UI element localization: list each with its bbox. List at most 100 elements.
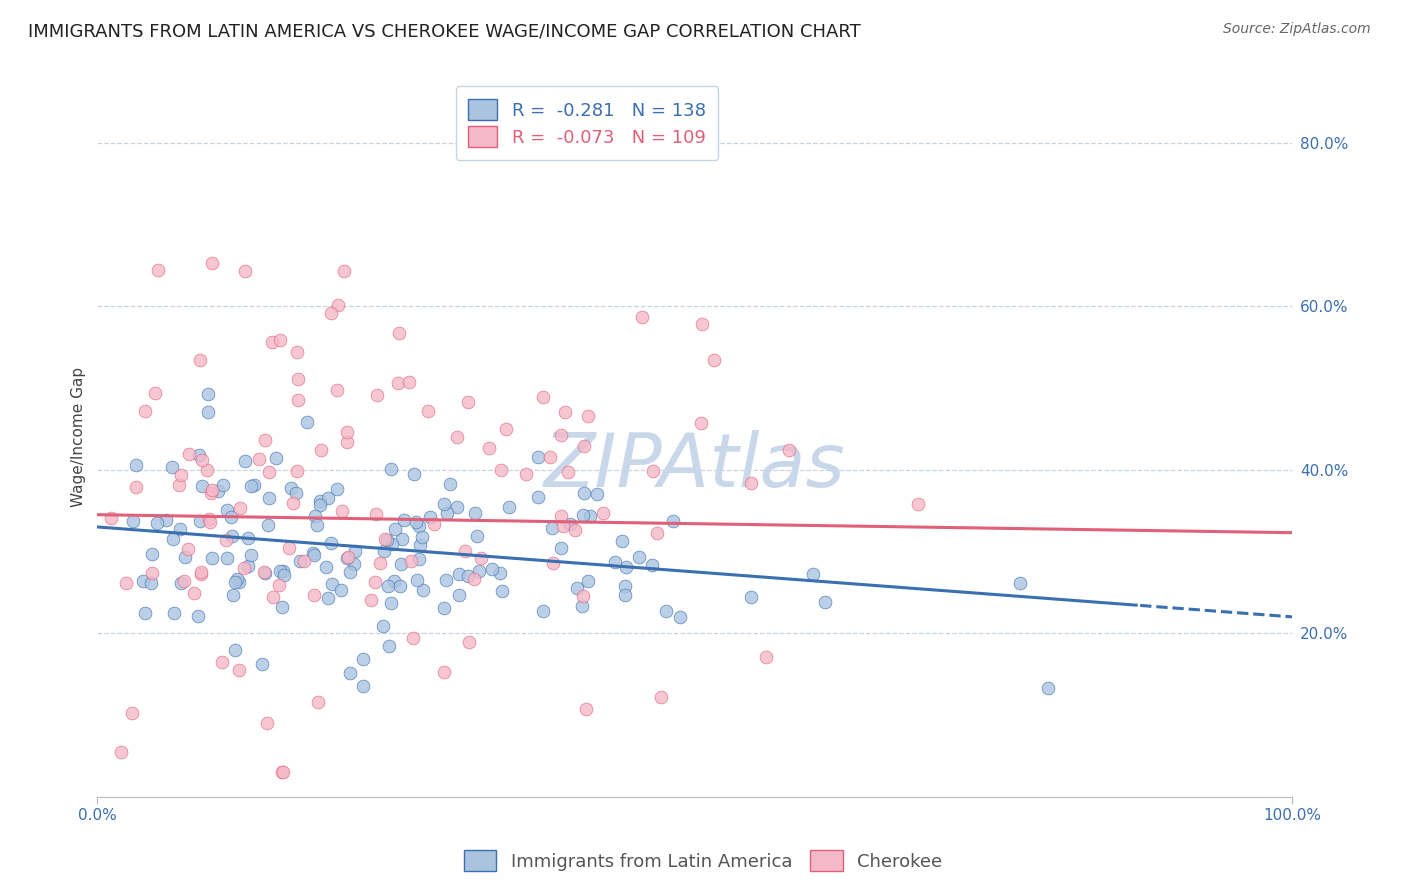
Point [326, 384, 349, 398]
Point [457, 568, 479, 582]
Point [498, 500, 520, 514]
Point [145, 516, 167, 530]
Point [170, 467, 193, 482]
Point [316, 591, 339, 605]
Point [655, 604, 678, 618]
Point [565, 581, 588, 595]
Point [557, 465, 579, 479]
Point [339, 565, 361, 579]
Point [332, 504, 354, 518]
Point [339, 665, 361, 680]
Point [454, 544, 477, 558]
Point [669, 609, 692, 624]
Point [384, 574, 406, 588]
Point [319, 536, 342, 550]
Point [364, 575, 387, 590]
Point [190, 452, 212, 467]
Point [446, 500, 468, 514]
Point [243, 478, 266, 492]
Point [221, 588, 243, 602]
Point [907, 497, 929, 511]
Point [190, 566, 212, 581]
Point [439, 477, 461, 491]
Point [576, 409, 599, 423]
Point [336, 549, 359, 564]
Point [315, 559, 337, 574]
Point [645, 525, 668, 540]
Point [457, 634, 479, 648]
Point [110, 745, 132, 759]
Point [285, 464, 308, 478]
Point [217, 551, 239, 566]
Point [526, 450, 548, 464]
Point [368, 556, 391, 570]
Point [550, 508, 572, 523]
Point [155, 513, 177, 527]
Point [270, 765, 292, 780]
Point [628, 549, 651, 564]
Point [257, 465, 280, 479]
Point [572, 485, 595, 500]
Point [465, 529, 488, 543]
Point [326, 482, 349, 496]
Point [224, 643, 246, 657]
Point [269, 564, 291, 578]
Point [550, 428, 572, 442]
Point [352, 679, 374, 693]
Point [308, 493, 330, 508]
Point [489, 463, 512, 477]
Point [307, 696, 329, 710]
Point [541, 556, 564, 570]
Point [399, 554, 422, 568]
Point [703, 353, 725, 368]
Point [592, 506, 614, 520]
Point [169, 522, 191, 536]
Point [191, 478, 214, 492]
Point [1010, 575, 1032, 590]
Point [253, 565, 276, 579]
Point [139, 576, 162, 591]
Point [336, 550, 359, 565]
Point [316, 491, 339, 505]
Point [256, 518, 278, 533]
Point [336, 425, 359, 440]
Point [162, 532, 184, 546]
Point [238, 531, 260, 545]
Point [229, 500, 252, 515]
Point [264, 451, 287, 466]
Point [572, 439, 595, 453]
Point [183, 586, 205, 600]
Point [262, 590, 284, 604]
Point [302, 588, 325, 602]
Point [195, 463, 218, 477]
Point [254, 433, 277, 447]
Point [579, 509, 602, 524]
Point [575, 702, 598, 716]
Point [389, 579, 412, 593]
Point [302, 549, 325, 563]
Text: ZIPAtlas: ZIPAtlas [544, 430, 845, 502]
Point [221, 528, 243, 542]
Point [188, 448, 211, 462]
Point [233, 264, 256, 278]
Point [197, 405, 219, 419]
Point [302, 546, 325, 560]
Point [551, 519, 574, 533]
Point [100, 510, 122, 524]
Point [419, 510, 441, 524]
Point [292, 554, 315, 568]
Point [224, 574, 246, 589]
Point [141, 547, 163, 561]
Point [188, 353, 211, 368]
Point [271, 565, 294, 579]
Point [495, 422, 517, 436]
Point [173, 549, 195, 564]
Point [464, 507, 486, 521]
Point [247, 451, 270, 466]
Text: IMMIGRANTS FROM LATIN AMERICA VS CHEROKEE WAGE/INCOME GAP CORRELATION CHART: IMMIGRANTS FROM LATIN AMERICA VS CHEROKE… [28, 22, 860, 40]
Point [527, 490, 550, 504]
Point [572, 508, 595, 523]
Legend: Immigrants from Latin America, Cherokee: Immigrants from Latin America, Cherokee [457, 843, 949, 879]
Point [515, 467, 537, 481]
Point [402, 467, 425, 482]
